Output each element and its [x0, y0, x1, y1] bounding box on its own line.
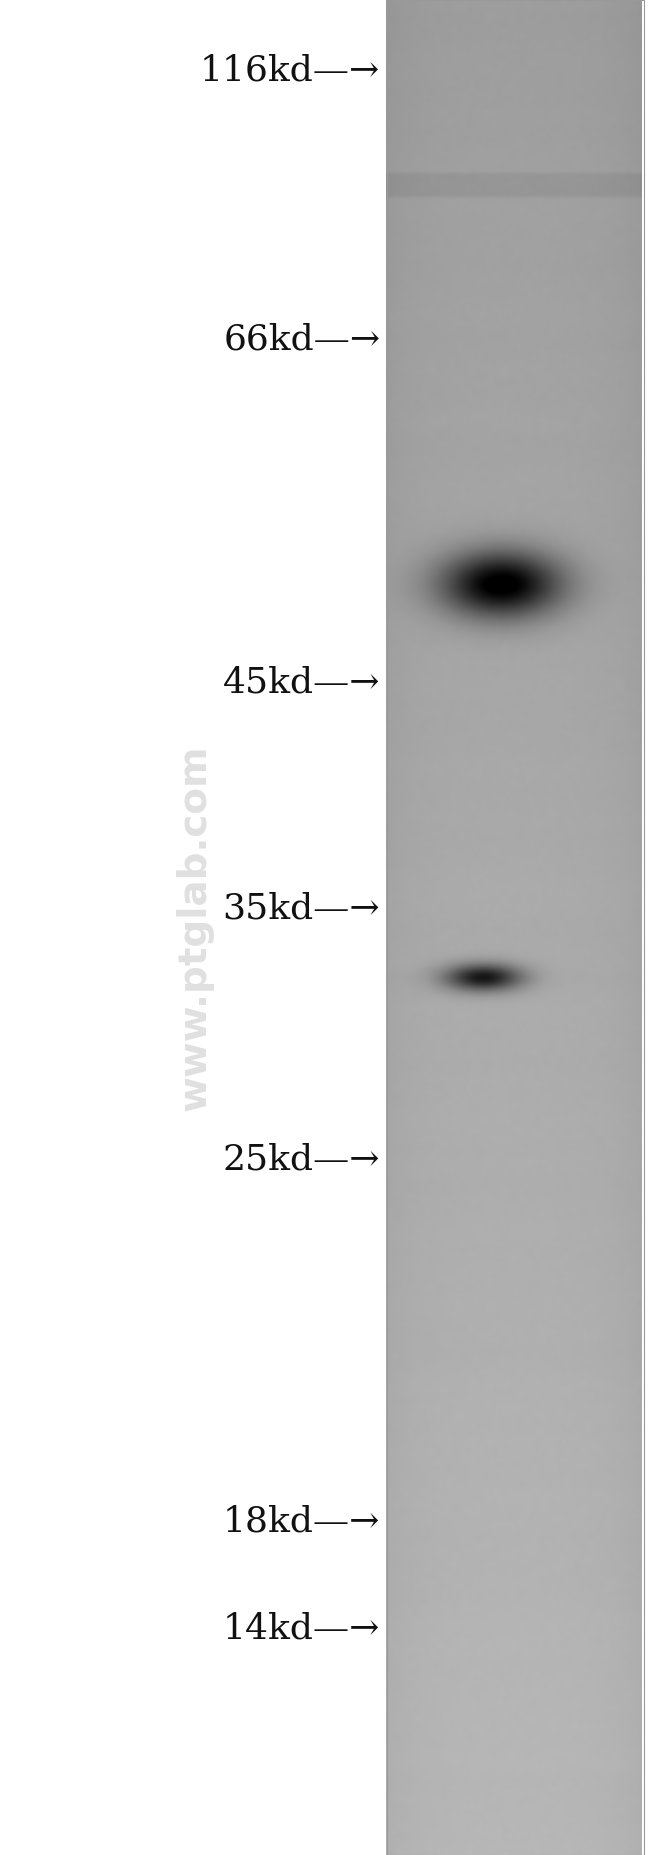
Text: 45kd—→: 45kd—→	[223, 666, 380, 699]
Text: www.ptglab.com: www.ptglab.com	[176, 744, 214, 1111]
Text: 14kd—→: 14kd—→	[223, 1612, 380, 1645]
Text: 35kd—→: 35kd—→	[222, 892, 380, 926]
Text: 25kd—→: 25kd—→	[223, 1143, 380, 1176]
Text: 116kd—→: 116kd—→	[200, 54, 380, 87]
Bar	[387, 0, 644, 1855]
Text: 18kd—→: 18kd—→	[223, 1504, 380, 1538]
Text: 66kd—→: 66kd—→	[223, 323, 380, 356]
